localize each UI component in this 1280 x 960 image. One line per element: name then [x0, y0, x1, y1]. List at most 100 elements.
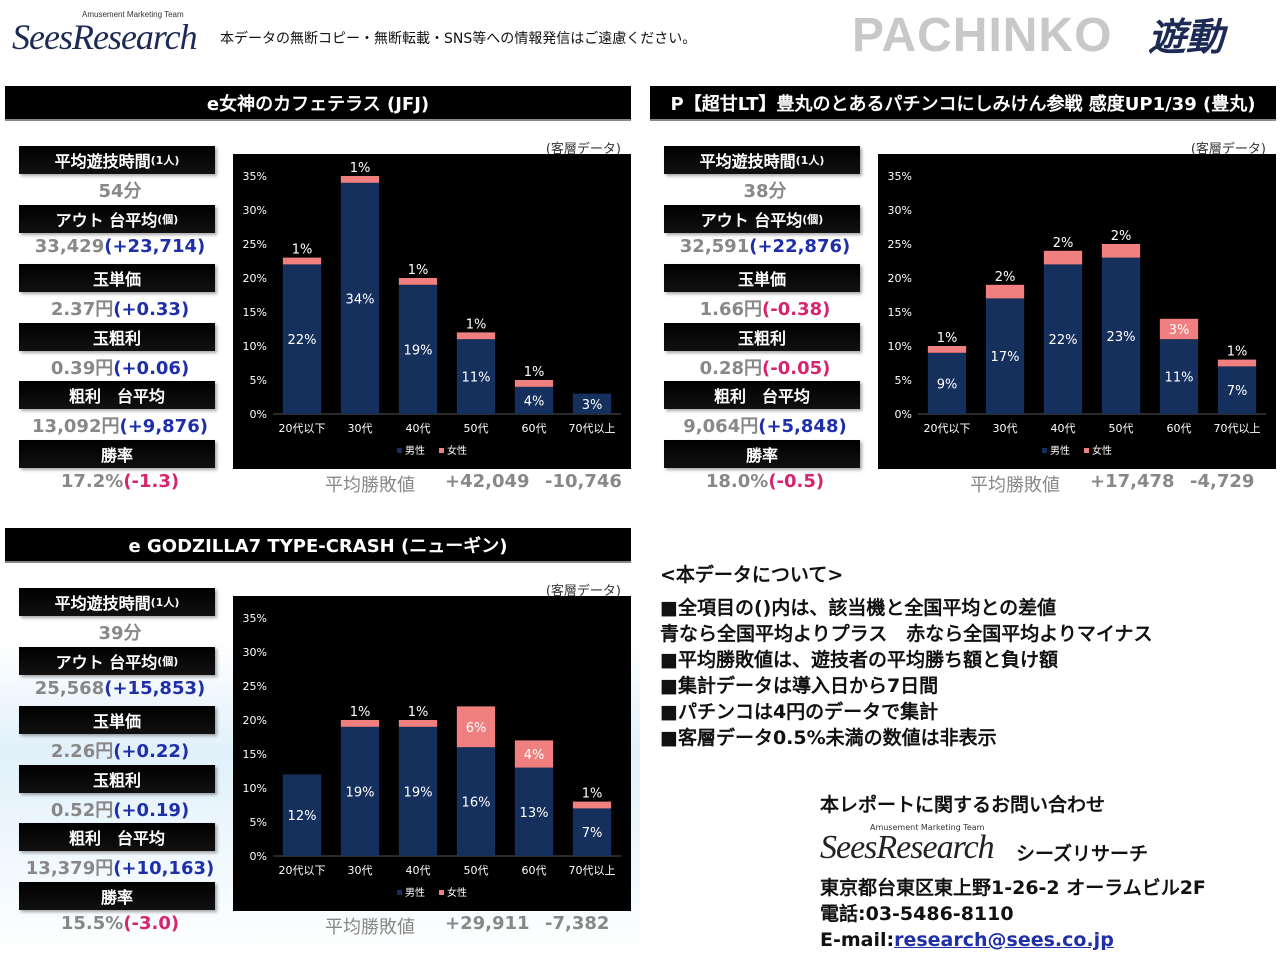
win-loss-label: 平均勝敗値: [325, 475, 415, 496]
x-tick-label: 60代: [1167, 422, 1192, 435]
stat-value-number: 32,591: [679, 236, 750, 257]
win-loss-label: 平均勝敗値: [325, 917, 415, 938]
data-label-male: 13%: [520, 806, 549, 821]
y-tick-label: 10%: [888, 340, 912, 353]
stat-value-number: 0.39円: [50, 358, 114, 379]
bar-male: [985, 298, 1025, 414]
stat-label: 玉粗利: [19, 323, 215, 351]
stat-diff: (+0.19): [113, 800, 190, 821]
win-loss-label: 平均勝敗値: [970, 475, 1060, 496]
x-tick-label: 30代: [993, 422, 1018, 435]
data-label-male: 7%: [1227, 384, 1248, 399]
bar-male: [398, 284, 438, 414]
bar-male: [572, 393, 612, 414]
legend-label-male: 男性: [1050, 444, 1070, 457]
stat-label-text: 粗利 台平均: [68, 829, 165, 848]
stat-value-number: 39分: [98, 623, 142, 644]
bar-male: [514, 767, 554, 856]
stat-value-number: 33,429: [34, 236, 105, 257]
stat-label-unit: (個): [802, 213, 824, 226]
stat-value-number: 25,568: [34, 678, 105, 699]
legend-swatch-female: [1084, 448, 1089, 453]
bar-female: [1159, 318, 1199, 340]
bar-female: [1101, 244, 1141, 258]
bar-male: [456, 339, 496, 414]
stat-diff: (-0.38): [762, 299, 831, 320]
bar-male: [456, 747, 496, 856]
yudo-logo: 遊動: [1148, 14, 1225, 59]
x-tick-label: 50代: [464, 422, 489, 435]
data-label-female: 1%: [408, 705, 429, 720]
stat-label-unit: (個): [157, 213, 179, 226]
y-tick-label: 15%: [243, 748, 267, 761]
bar-female: [340, 176, 380, 183]
data-label-male: 17%: [991, 350, 1020, 365]
stat-value: 13,092円(+9,876): [5, 412, 235, 438]
data-label-male: 12%: [288, 809, 317, 824]
stat-label: 玉粗利: [19, 765, 215, 793]
y-tick-label: 0%: [250, 850, 267, 863]
contact-block: 本レポートに関するお問い合わせ Amusement Marketing Team…: [820, 790, 1270, 953]
stat-label: 勝率: [19, 440, 215, 468]
stat-value: 18.0%(-0.5): [650, 471, 880, 492]
data-note-line: ■全項目の()内は、該当機と全国平均との差値: [660, 597, 1057, 619]
bar-male: [340, 726, 380, 856]
data-label-female: 1%: [350, 705, 371, 720]
legend-swatch-female: [439, 448, 444, 453]
stat-value-number: 2.37円: [50, 299, 114, 320]
machine-panel-toyomaru: P【超甘LT】豊丸のとあるパチンコにしみけん参戦 感度UP1/39 (豊丸) (客…: [650, 86, 1280, 501]
bar-male: [1101, 257, 1141, 414]
data-label-male: 19%: [346, 785, 375, 800]
stat-value: 33,429(+23,714): [5, 236, 235, 257]
data-label-male: 23%: [1107, 330, 1136, 345]
y-tick-label: 30%: [243, 204, 267, 217]
data-label-female: 1%: [524, 365, 545, 380]
data-note-line: ■客層データ0.5%未満の数値は非表示: [660, 727, 997, 749]
x-tick-label: 60代: [522, 422, 547, 435]
email-label: E-mail:: [820, 929, 895, 951]
bar-female: [282, 257, 322, 265]
age-gender-bar-chart: 0% 5% 10% 15% 20% 25% 30% 35% 12% 20代以下 19% 1% 30代 19…: [233, 596, 631, 911]
stat-value: 13,379円(+10,163): [5, 854, 235, 880]
stat-value: 2.26円(+0.22): [5, 737, 235, 763]
email-line: E-mail:research@sees.co.jp: [820, 927, 1270, 953]
age-gender-bar-chart: 0% 5% 10% 15% 20% 25% 30% 35% 9% 1% 20代以下 17% 2% 30代 2…: [878, 154, 1276, 469]
data-label-female: 2%: [1053, 236, 1074, 251]
stat-label-text: 玉単価: [92, 270, 141, 289]
age-gender-bar-chart: 0% 5% 10% 15% 20% 25% 30% 35% 22% 1% 20代以下 34% 1% 30代…: [233, 154, 631, 469]
data-label-female: 6%: [466, 721, 487, 736]
stat-label-text: 粗利 台平均: [68, 387, 165, 406]
email-link[interactable]: research@sees.co.jp: [894, 929, 1114, 951]
x-tick-label: 70代以上: [569, 422, 616, 435]
pachinko-heading: PACHINKO: [852, 9, 1113, 62]
bar-male: [927, 352, 967, 414]
data-label-female: 1%: [350, 161, 371, 176]
phone: 電話:03-5486-8110: [820, 903, 1014, 925]
stat-label-text: 粗利 台平均: [713, 387, 810, 406]
y-tick-label: 0%: [250, 408, 267, 421]
data-label-female: 1%: [408, 263, 429, 278]
stat-diff: (+15,853): [104, 678, 206, 699]
y-tick-label: 5%: [250, 816, 267, 829]
data-note-line: ■集計データは導入日から7日間: [660, 675, 939, 697]
stat-value: 32,591(+22,876): [650, 236, 880, 257]
bar-female: [1043, 250, 1083, 265]
stat-diff: (+5,848): [758, 416, 847, 437]
stat-diff: (+0.22): [113, 741, 190, 762]
stat-label-text: 玉粗利: [92, 771, 141, 790]
legend-label-female: 女性: [447, 886, 467, 899]
stat-value: 0.52円(+0.19): [5, 796, 235, 822]
stat-value-number: 15.5%: [60, 913, 124, 934]
legend-label-male: 男性: [405, 444, 425, 457]
legend-swatch-male: [397, 890, 402, 895]
bar-male: [1043, 264, 1083, 414]
bar-male: [572, 808, 612, 856]
data-label-male: 11%: [462, 371, 491, 386]
stat-label: 勝率: [19, 882, 215, 910]
stat-label-unit: (個): [157, 655, 179, 668]
logo-subtitle: Amusement Marketing Team: [82, 10, 184, 19]
bar-female: [514, 380, 554, 387]
bar-male: [282, 774, 322, 856]
data-label-female: 3%: [1169, 323, 1190, 338]
bar-male: [398, 726, 438, 856]
